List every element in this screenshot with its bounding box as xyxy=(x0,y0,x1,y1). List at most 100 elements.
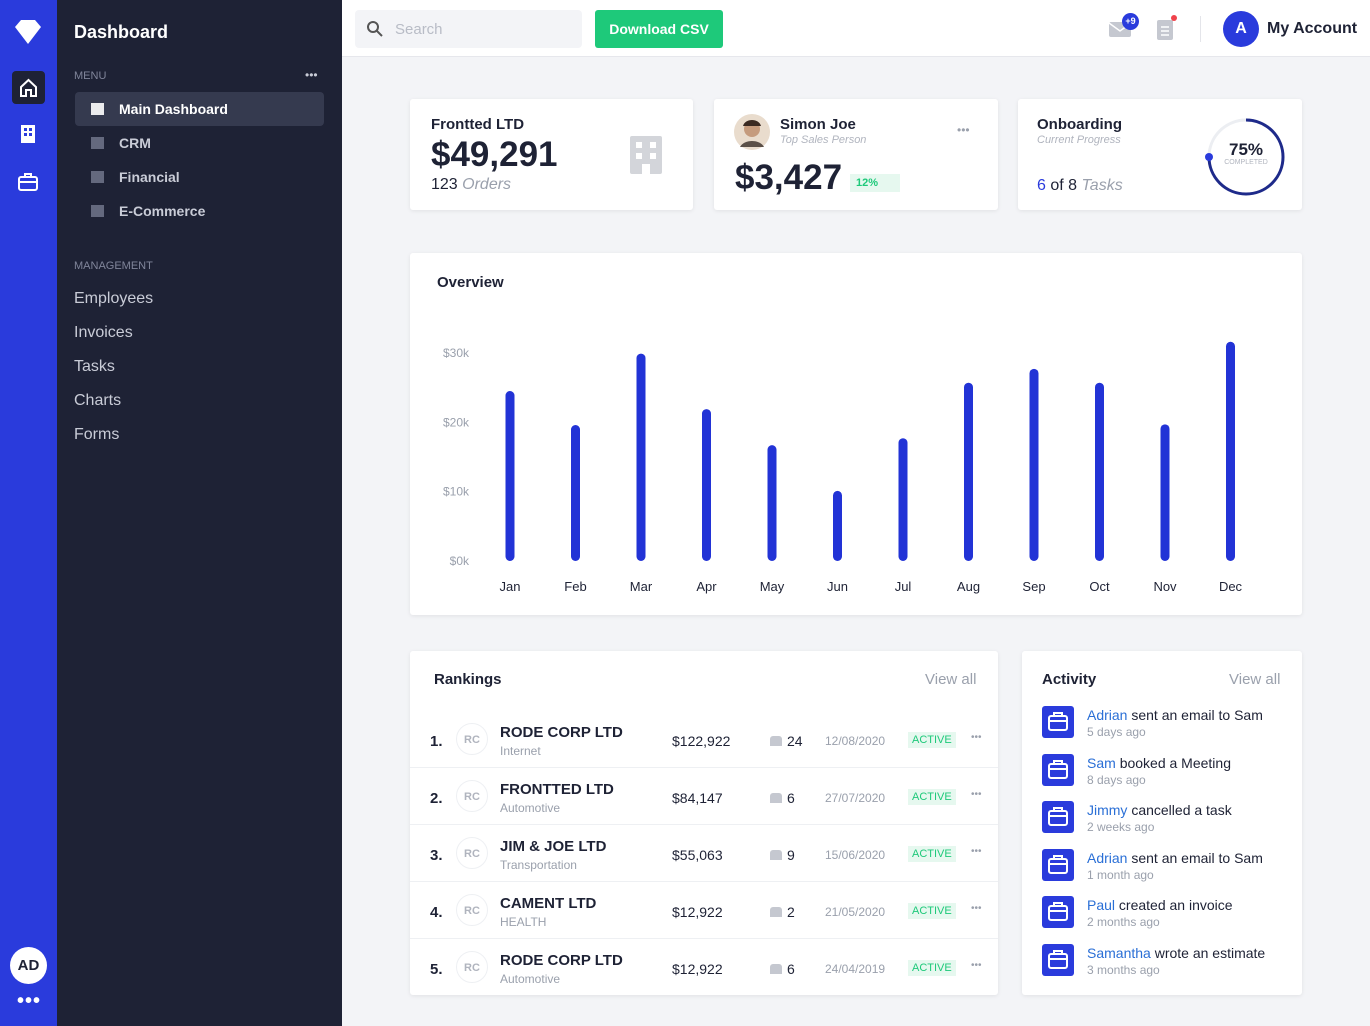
bar xyxy=(636,353,646,561)
management-item[interactable]: Employees xyxy=(74,290,154,307)
menu-dots[interactable]: ••• xyxy=(305,68,318,82)
management-item[interactable]: Forms xyxy=(74,426,120,443)
ranking-row: 5. RC RODE CORP LTD Automotive $12,922 6 24/04… xyxy=(410,939,998,996)
activity-time: 3 months ago xyxy=(1087,963,1160,977)
rank: 5. xyxy=(430,961,443,978)
activity-icon xyxy=(1042,944,1074,976)
download-button[interactable]: Download CSV xyxy=(595,10,723,48)
row-menu[interactable]: ••• xyxy=(971,903,982,914)
menu-text: E-Commerce xyxy=(119,203,206,219)
row-menu[interactable]: ••• xyxy=(971,846,982,857)
activity-text: Sam booked a Meeting xyxy=(1087,755,1231,771)
people-count: 6 xyxy=(787,961,795,977)
activity-title: Activity xyxy=(1042,671,1097,688)
home-icon[interactable] xyxy=(12,71,45,104)
person-card: Simon Joe Top Sales Person ••• $3,427 12… xyxy=(714,99,998,210)
company-card: Frontted LTD $49,291 123 Orders xyxy=(410,99,693,210)
menu-icon xyxy=(91,137,104,149)
onboarding-subtitle: Current Progress xyxy=(1037,134,1121,146)
building-icon[interactable] xyxy=(19,124,37,144)
rank: 4. xyxy=(430,904,443,921)
activity-view-all[interactable]: View all xyxy=(1229,671,1281,688)
person-menu[interactable]: ••• xyxy=(957,123,970,137)
activity-card: Activity View all Adrian sent an email t… xyxy=(1022,651,1302,995)
account-name[interactable]: My Account xyxy=(1267,20,1358,37)
rankings-view-all[interactable]: View all xyxy=(925,671,977,688)
row-menu[interactable]: ••• xyxy=(971,732,982,743)
x-tick-label: Sep xyxy=(1022,579,1045,594)
account-avatar[interactable]: A xyxy=(1223,11,1259,47)
search-box[interactable]: Search xyxy=(355,10,582,48)
initials-avatar: RC xyxy=(456,723,488,755)
mail-badge: +9 xyxy=(1122,13,1139,30)
completed-label: COMPLETED xyxy=(1224,159,1268,166)
activity-action: wrote an estimate xyxy=(1154,945,1266,961)
activity-time: 5 days ago xyxy=(1087,725,1146,739)
people-icon xyxy=(770,850,782,860)
company-name: RODE CORP LTD xyxy=(500,952,623,969)
onboarding-title: Onboarding xyxy=(1037,116,1122,133)
user-avatar[interactable]: AD xyxy=(10,947,47,984)
y-tick-label: $20k xyxy=(443,415,470,429)
company-name: CAMENT LTD xyxy=(500,895,597,912)
person-amount: $3,427 xyxy=(735,158,843,197)
date: 27/07/2020 xyxy=(825,791,886,805)
orders-count: 123 xyxy=(431,176,458,193)
ranking-row: 2. RC FRONTTED LTD Automotive $84,147 6 27/07/… xyxy=(410,768,998,825)
x-tick-label: May xyxy=(760,579,785,594)
sector: Transportation xyxy=(500,858,577,872)
management-item[interactable]: Charts xyxy=(74,392,122,409)
tasks-done: 6 xyxy=(1037,177,1046,194)
row-menu[interactable]: ••• xyxy=(971,960,982,971)
activity-time: 2 months ago xyxy=(1087,915,1160,930)
people-icon xyxy=(770,907,782,917)
activity-text: Paul created an invoice xyxy=(1087,897,1233,913)
management-item[interactable]: Invoices xyxy=(74,324,133,341)
amount: $122,922 xyxy=(672,733,731,749)
building-graphic xyxy=(630,136,662,174)
person-role: Top Sales Person xyxy=(780,134,867,146)
activity-icon xyxy=(1042,706,1074,738)
management-label: MANAGEMENT xyxy=(74,260,153,272)
logo xyxy=(15,20,41,44)
bar xyxy=(571,425,580,561)
y-tick-label: $30k xyxy=(443,346,470,360)
activity-time: 1 month ago xyxy=(1087,867,1154,882)
people-count: 6 xyxy=(787,790,795,806)
activity-text: Samantha wrote an estimate xyxy=(1087,945,1265,961)
menu-text: CRM xyxy=(119,135,151,151)
activity-item: Adrian sent an email to Sam 5 days ago xyxy=(1042,706,1292,752)
activity-icon xyxy=(1042,801,1074,834)
activity-actor: Adrian xyxy=(1087,707,1128,723)
activity-actor: Jimmy xyxy=(1087,802,1128,819)
activity-icon xyxy=(1042,896,1074,929)
menu-item[interactable]: E-Commerce xyxy=(75,194,324,228)
bar-chart: $0k $10k $20k $30k Jan Feb Mar Apr May Jun Jul Aug S… xyxy=(443,341,1243,594)
status-badge: ACTIVE xyxy=(908,960,956,976)
menu-icon xyxy=(91,103,104,115)
icon-rail: AD ••• xyxy=(0,0,57,1026)
rankings-card: Rankings View all 1. RC RODE CORP LTD Inter… xyxy=(410,651,998,995)
activity-time: 2 weeks ago xyxy=(1087,820,1155,835)
status-badge: ACTIVE xyxy=(908,846,956,862)
activity-action: sent an email to Sam xyxy=(1131,707,1263,723)
briefcase-icon[interactable] xyxy=(17,172,39,192)
tasks-label: Tasks xyxy=(1081,177,1123,194)
menu-item[interactable]: CRM xyxy=(75,126,324,160)
clipboard-icon[interactable] xyxy=(1154,14,1178,42)
sector: Automotive xyxy=(500,972,561,986)
x-tick-label: Jan xyxy=(500,579,521,594)
menu-item[interactable]: Financial xyxy=(75,160,324,194)
management-item[interactable]: Tasks xyxy=(74,358,115,375)
people-count: 2 xyxy=(787,904,795,920)
row-menu[interactable]: ••• xyxy=(971,789,982,800)
activity-action: sent an email to Sam xyxy=(1131,849,1263,866)
more-dots[interactable]: ••• xyxy=(17,990,42,1012)
rank: 2. xyxy=(430,790,443,807)
overview-title: Overview xyxy=(437,274,504,291)
people-count: 24 xyxy=(787,733,803,749)
menu-item[interactable]: Main Dashboard xyxy=(75,92,324,126)
person-photo xyxy=(734,114,770,150)
company-name: RODE CORP LTD xyxy=(500,724,623,741)
progress-label: 75% xyxy=(1228,140,1264,159)
